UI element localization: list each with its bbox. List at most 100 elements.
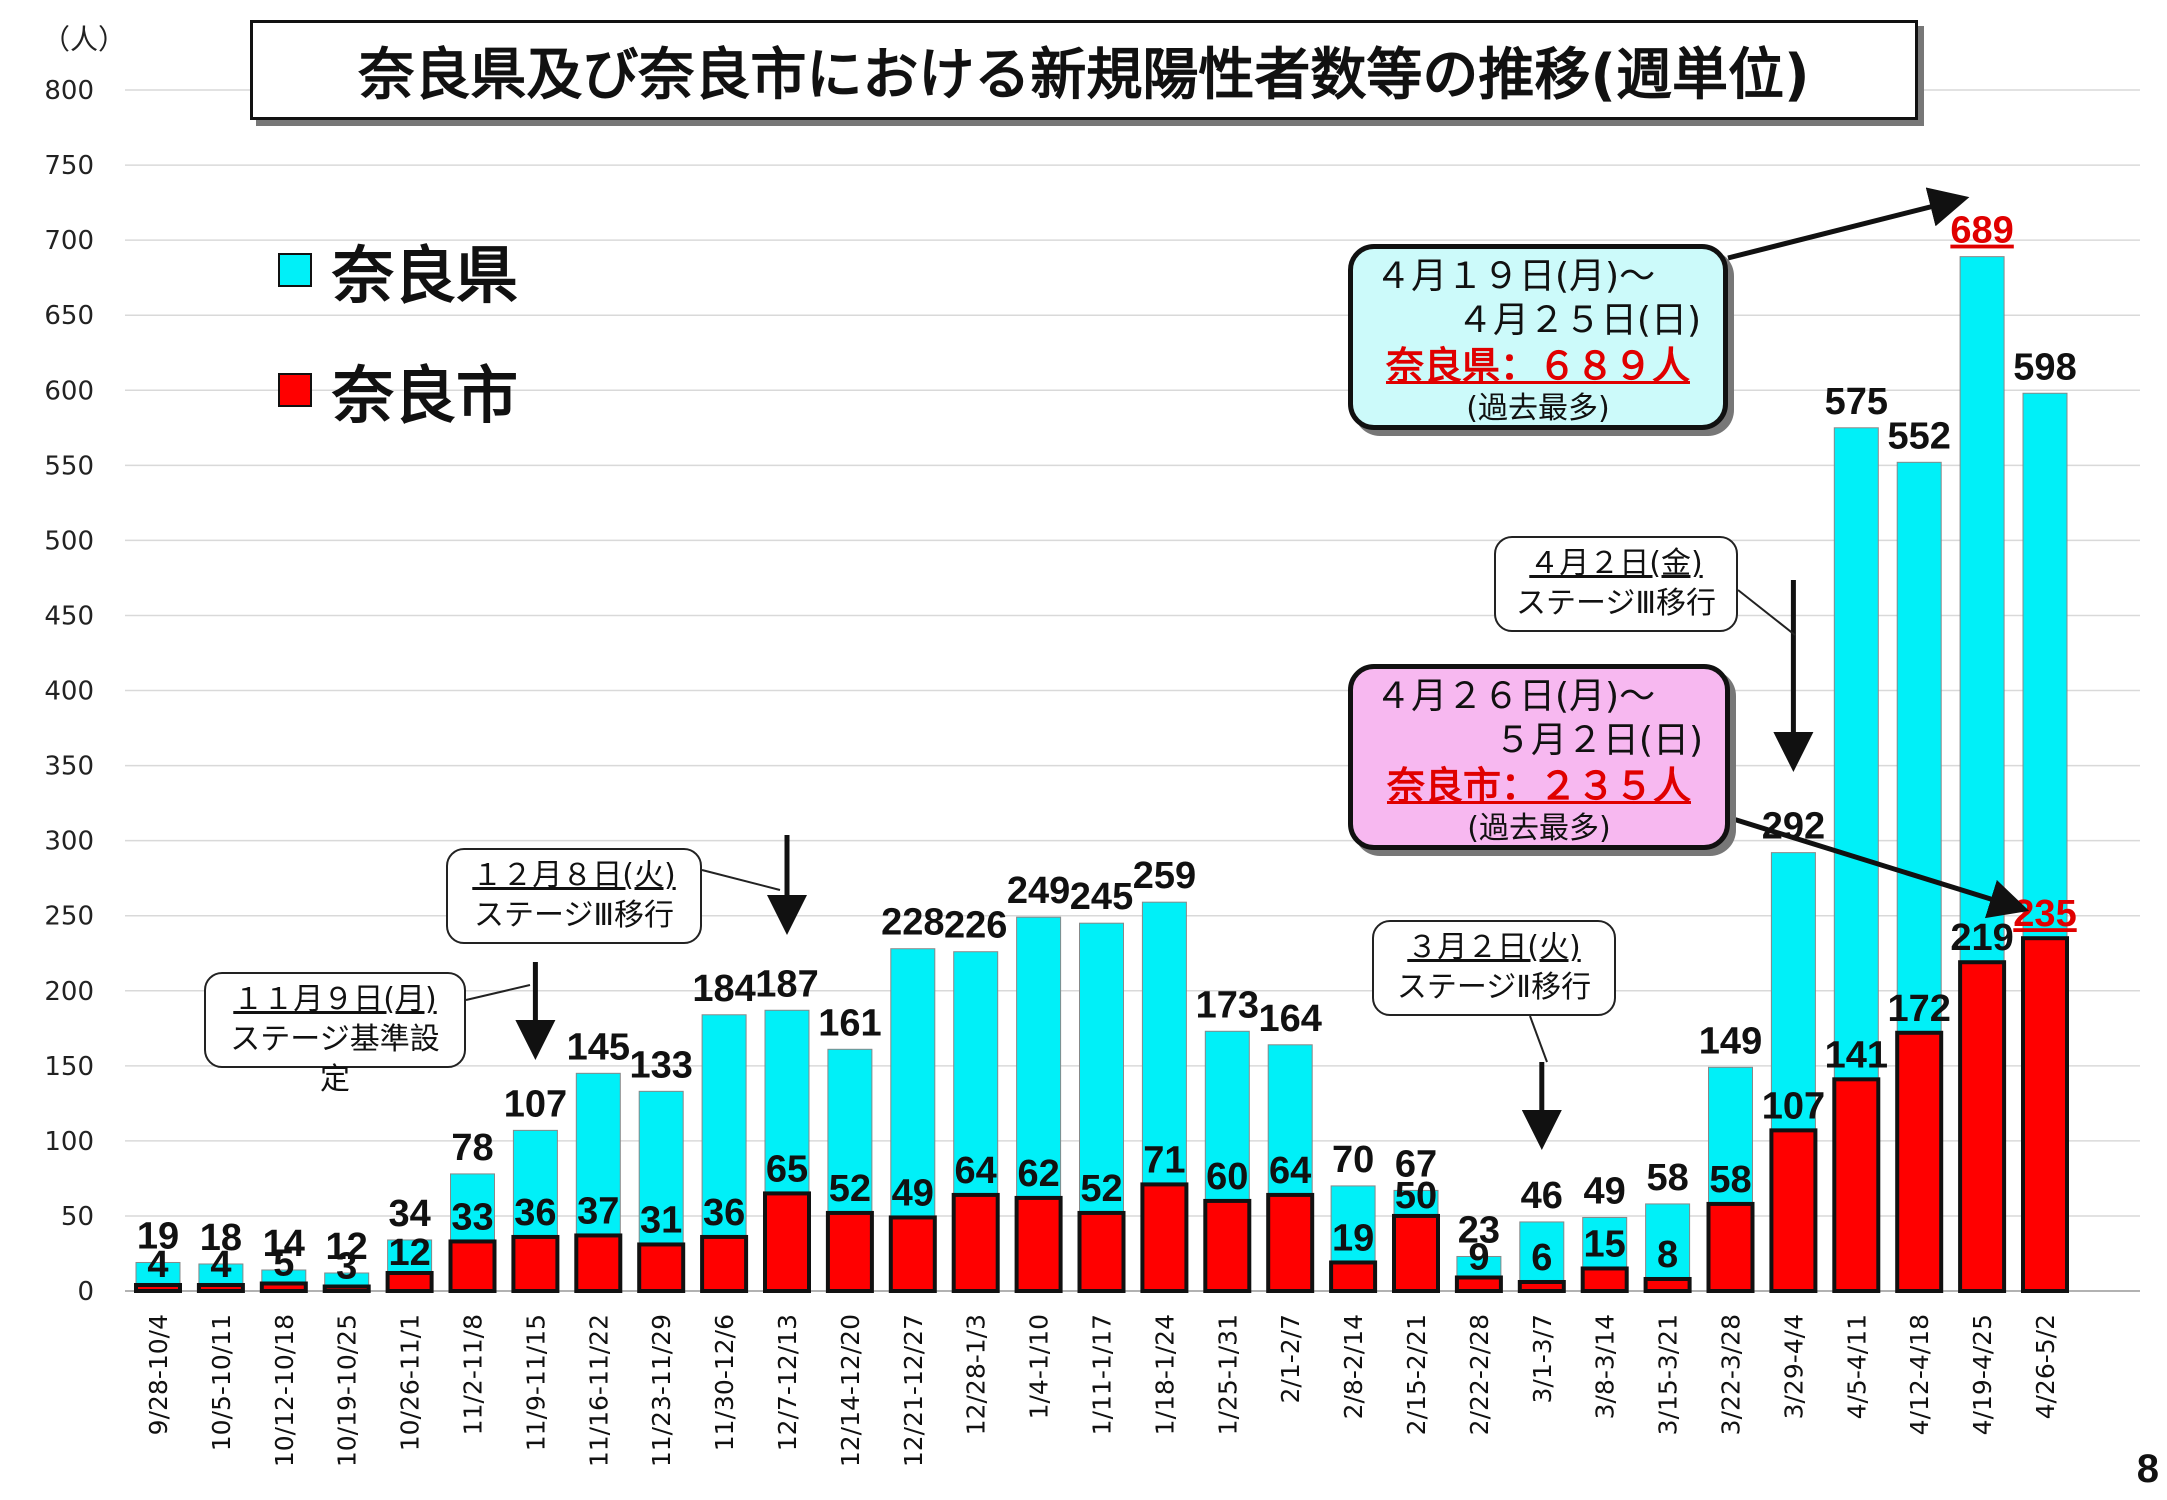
x-tick-label: 10/26-11/1 xyxy=(396,1314,425,1451)
bar-city xyxy=(888,1215,937,1293)
value-label-city: 33 xyxy=(451,1196,493,1238)
bar-city xyxy=(1643,1276,1692,1293)
x-tick-label: 3/15-3/21 xyxy=(1654,1314,1683,1435)
bar-prefecture xyxy=(1645,1203,1691,1292)
callout-apr19-note: (過去最多) xyxy=(1466,391,1610,426)
callout-apr19: ４月１９日(月)～ ４月２５日(日) 奈良県：６８９人 (過去最多) xyxy=(1348,244,1728,430)
y-tick-label: 650 xyxy=(44,301,94,331)
callout-dec8-text: ステージⅢ移行 xyxy=(473,898,675,933)
callout-nov9-text: ステージ基準設定 xyxy=(230,1022,440,1097)
value-label-prefecture: 34 xyxy=(388,1193,430,1235)
bar-city xyxy=(763,1191,811,1293)
x-tick-label: 4/19-4/25 xyxy=(1968,1314,1997,1435)
value-label-prefecture: 70 xyxy=(1332,1139,1374,1181)
y-tick-label: 500 xyxy=(44,526,94,556)
value-label-city: 36 xyxy=(703,1192,745,1234)
value-label-city: 235 xyxy=(2013,893,2076,935)
value-label-city: 15 xyxy=(1584,1223,1626,1265)
legend: 奈良県 奈良市 xyxy=(278,210,518,450)
value-label-city: 12 xyxy=(388,1232,430,1274)
bar-city xyxy=(1958,960,2007,1293)
callout-dec8: １２月８日(火) ステージⅢ移行 xyxy=(446,848,702,944)
value-label-prefecture: 249 xyxy=(1007,870,1070,912)
x-tick-label: 4/26-5/2 xyxy=(2031,1314,2060,1419)
value-label-prefecture: 58 xyxy=(1646,1157,1688,1199)
chart-title: 奈良県及び奈良市における新規陽性者数等の推移(週単位) xyxy=(250,20,1918,120)
y-tick-label: 450 xyxy=(44,601,94,631)
x-tick-label: 12/7-12/13 xyxy=(773,1314,802,1451)
value-label-prefecture: 598 xyxy=(2013,346,2076,388)
callout-apr26: ４月２６日(月)～ ５月２日(日) 奈良市：２３５人 (過去最多) xyxy=(1348,664,1730,850)
pointer-dec8 xyxy=(701,869,781,891)
value-label-city: 62 xyxy=(1017,1153,1059,1195)
y-tick-label: 800 xyxy=(44,76,94,106)
bar-city xyxy=(1832,1077,1881,1293)
y-tick-label: 550 xyxy=(44,451,94,481)
x-tick-label: 3/22-3/28 xyxy=(1717,1314,1746,1435)
y-tick-label: 100 xyxy=(44,1127,94,1157)
x-tick-label: 10/19-10/25 xyxy=(333,1314,362,1467)
callout-apr26-highlight: 奈良市：２３５人 xyxy=(1386,764,1691,808)
callout-mar2: ３月２日(火) ステージⅡ移行 xyxy=(1372,920,1616,1016)
value-label-prefecture: 46 xyxy=(1521,1175,1563,1217)
x-tick-label: 4/12-4/18 xyxy=(1905,1314,1934,1435)
bar-city xyxy=(1580,1266,1629,1293)
value-label-prefecture: 575 xyxy=(1825,381,1888,423)
x-tick-label: 2/1-2/7 xyxy=(1276,1314,1305,1404)
y-tick-label: 150 xyxy=(44,1052,94,1082)
value-label-city: 52 xyxy=(829,1168,871,1210)
value-label-city: 60 xyxy=(1206,1156,1248,1198)
value-label-prefecture: 187 xyxy=(755,963,818,1005)
legend-item-city: 奈良市 xyxy=(278,330,518,450)
bar-city xyxy=(1266,1192,1315,1294)
bar-city xyxy=(825,1210,874,1294)
callout-mar2-text: ステージⅡ移行 xyxy=(1396,970,1592,1005)
value-label-prefecture: 78 xyxy=(451,1127,493,1169)
arrow-apr19 xyxy=(1727,187,1970,261)
value-label-city: 58 xyxy=(1709,1159,1751,1201)
bar-prefecture xyxy=(1519,1221,1565,1292)
y-tick-label: 250 xyxy=(44,902,94,932)
value-label-city: 71 xyxy=(1143,1139,1185,1181)
value-label-prefecture: 145 xyxy=(567,1026,630,1068)
bar-city xyxy=(1769,1128,1818,1293)
callout-apr19-line1: ４月１９日(月)～ xyxy=(1375,256,1656,297)
callout-apr2-text: ステージⅢ移行 xyxy=(1515,586,1717,621)
x-tick-label: 3/8-3/14 xyxy=(1591,1314,1620,1419)
bar-city xyxy=(1517,1279,1566,1294)
value-label-city: 37 xyxy=(577,1190,619,1232)
y-tick-label: 600 xyxy=(44,376,94,406)
value-label-prefecture: 133 xyxy=(629,1044,692,1086)
value-label-city: 9 xyxy=(1468,1236,1489,1278)
value-label-prefecture: 12 xyxy=(326,1226,368,1268)
x-tick-label: 12/14-12/20 xyxy=(836,1314,865,1467)
x-tick-label: 2/8-2/14 xyxy=(1339,1314,1368,1419)
bar-city xyxy=(2021,936,2069,1293)
value-label-prefecture: 228 xyxy=(881,902,944,944)
value-label-prefecture: 23 xyxy=(1458,1209,1500,1251)
y-tick-label: 400 xyxy=(44,677,94,707)
x-tick-label: 11/2-11/8 xyxy=(459,1314,488,1435)
bar-city xyxy=(1203,1198,1252,1294)
x-tick-label: 1/4-1/10 xyxy=(1025,1314,1054,1419)
value-label-city: 6 xyxy=(1531,1237,1552,1279)
bar-city xyxy=(700,1234,749,1293)
y-tick-label: 350 xyxy=(44,752,94,782)
callout-apr26-note: (過去最多) xyxy=(1467,811,1611,846)
y-axis-unit: （人） xyxy=(42,23,127,56)
callout-nov9: １１月９日(月) ステージ基準設定 xyxy=(204,972,466,1097)
bar-city xyxy=(1077,1210,1126,1294)
pointer-apr2 xyxy=(1737,589,1796,636)
value-label-city: 4 xyxy=(210,1244,231,1286)
value-label-prefecture: 245 xyxy=(1070,876,1133,918)
callout-apr26-line2: ５月２日(日) xyxy=(1494,720,1703,761)
page-number: 8 xyxy=(2136,1447,2159,1491)
x-tick-label: 11/30-12/6 xyxy=(710,1314,739,1451)
arrow-apr26 xyxy=(1729,815,2030,919)
pointer-nov9 xyxy=(465,984,531,1001)
value-label-prefecture: 67 xyxy=(1395,1143,1437,1185)
bar-city xyxy=(1895,1030,1944,1294)
value-label-prefecture: 173 xyxy=(1196,984,1259,1026)
value-label-prefecture: 18 xyxy=(200,1217,242,1259)
